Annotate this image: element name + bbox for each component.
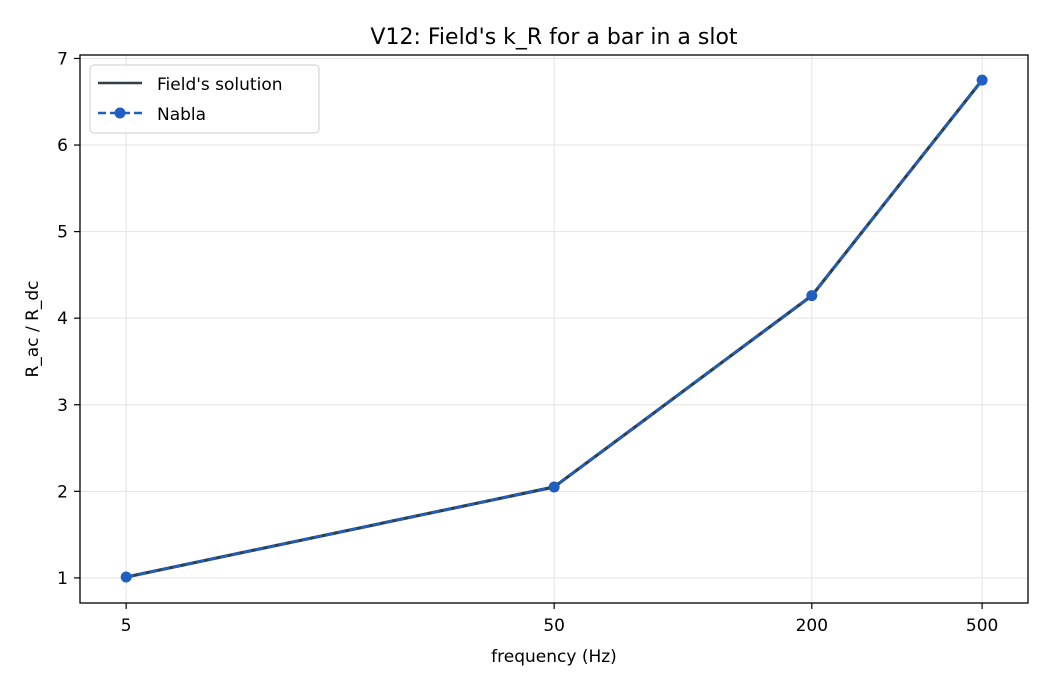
chart-title: V12: Field's k_R for a bar in a slot — [370, 25, 738, 50]
y-tick-label: 2 — [57, 482, 68, 502]
legend-marker-nabla — [114, 107, 126, 119]
y-tick-label: 6 — [57, 136, 68, 156]
x-tick-label: 200 — [796, 616, 828, 636]
y-axis: 1 2 3 4 5 6 7 — [57, 49, 80, 589]
data-point-nabla — [120, 571, 132, 583]
x-axis: 5 50 200 500 — [121, 603, 998, 636]
y-tick-label: 4 — [57, 309, 68, 329]
x-tick-label: 500 — [966, 616, 998, 636]
x-axis-label: frequency (Hz) — [491, 647, 617, 667]
y-tick-label: 5 — [57, 223, 68, 243]
legend-label-nabla: Nabla — [157, 105, 206, 125]
legend-label-fields-solution: Field's solution — [157, 75, 283, 95]
legend-box — [89, 64, 320, 134]
y-tick-label: 3 — [57, 396, 68, 416]
data-point-nabla — [806, 290, 818, 302]
y-tick-label: 1 — [57, 569, 68, 589]
grid — [80, 55, 1028, 603]
x-tick-label: 50 — [543, 616, 565, 636]
y-tick-label: 7 — [57, 49, 68, 69]
series-layer — [120, 74, 988, 583]
y-axis-label: R_ac / R_dc — [23, 280, 43, 377]
legend: Field's solution Nabla — [89, 64, 320, 134]
x-tick-label: 5 — [121, 616, 132, 636]
data-point-nabla — [548, 481, 560, 493]
series-line-nabla — [125, 79, 984, 579]
data-point-nabla — [976, 74, 988, 86]
